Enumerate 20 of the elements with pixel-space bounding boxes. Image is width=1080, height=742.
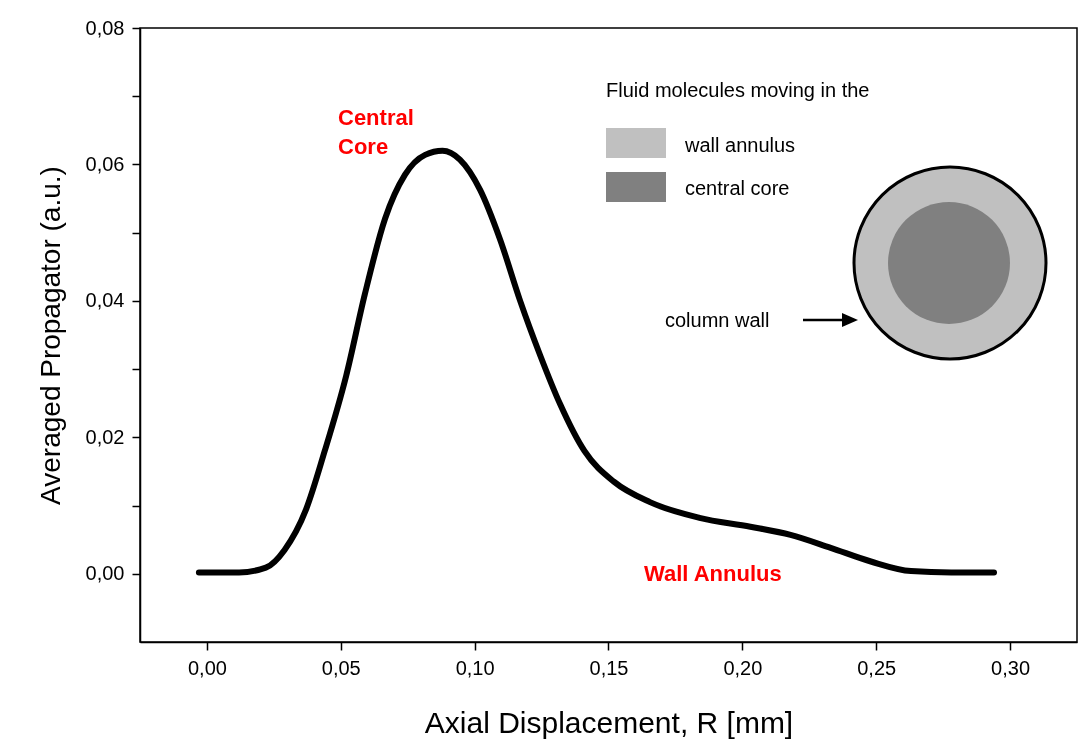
x-tick-label: 0,30 xyxy=(991,656,1031,679)
y-tick-label: 0,06 xyxy=(85,152,125,175)
y-tick-label: 0,08 xyxy=(85,16,125,39)
x-tick-label: 0,15 xyxy=(589,656,629,679)
annotation: Central Core xyxy=(338,104,414,161)
x-tick-label: 0,05 xyxy=(321,656,361,679)
y-tick-label: 0,04 xyxy=(85,289,125,312)
y-tick-label: 0,02 xyxy=(85,425,125,448)
annotation: Wall Annulus xyxy=(644,560,782,588)
x-axis-title: Axial Displacement, R [mm] xyxy=(424,705,794,739)
annotation: wall annulus xyxy=(685,134,796,156)
annotation: column wall xyxy=(665,309,770,331)
x-tick-label: 0,10 xyxy=(455,656,495,679)
annotation: central core xyxy=(685,177,790,199)
x-tick-label: 0,00 xyxy=(187,656,227,679)
x-tick-label: 0,25 xyxy=(857,656,897,679)
x-tick-label: 0,20 xyxy=(723,656,763,679)
y-tick-label: 0,00 xyxy=(85,562,125,585)
y-axis-title: Averaged Propagator (a.u.) xyxy=(34,166,66,505)
annotation: Fluid molecules moving in the xyxy=(606,79,870,101)
